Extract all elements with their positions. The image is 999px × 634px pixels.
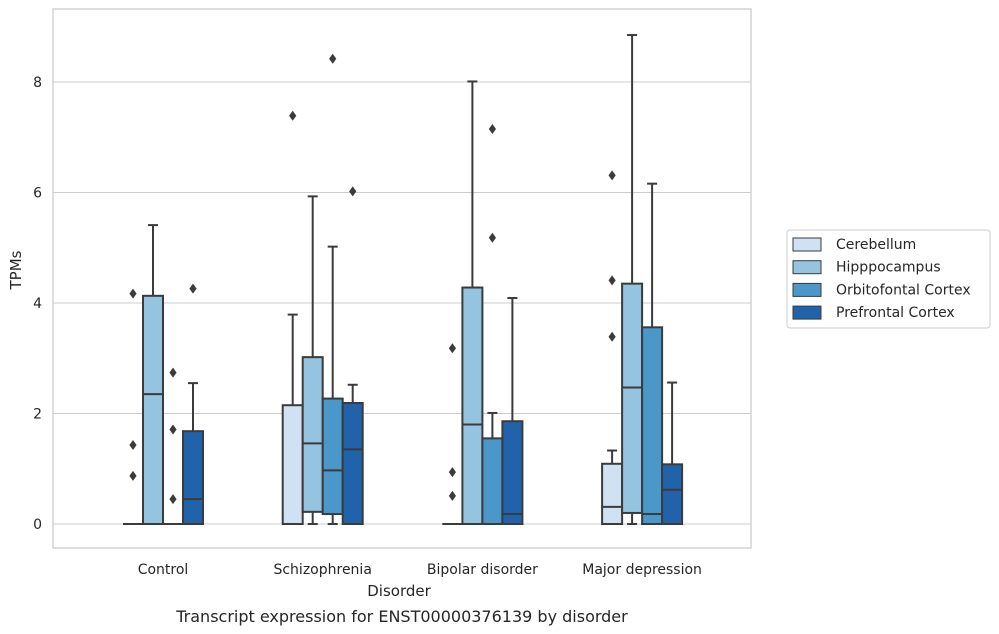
box-body <box>661 463 684 525</box>
legend-swatch <box>792 260 822 275</box>
outlier-point <box>129 288 137 299</box>
y-tick-label: 8 <box>33 75 42 91</box>
outlier-point <box>608 170 616 181</box>
y-axis-title: TPMs <box>7 250 25 290</box>
outlier-point <box>189 283 197 294</box>
box-body <box>321 397 344 516</box>
plot-frame <box>52 8 752 549</box>
x-axis-title: Disorder <box>367 582 431 600</box>
y-tick-labels: 0 2 4 6 8 <box>33 75 42 533</box>
x-tick-label: Control <box>138 562 189 578</box>
y-tick-label: 4 <box>33 296 42 312</box>
outlier-point <box>329 53 337 64</box>
legend-label: Orbitofontal Cortex <box>836 282 971 298</box>
outlier-point <box>349 186 357 197</box>
box-orbitofontal-cortex-0 <box>163 367 183 525</box>
y-tick-label: 2 <box>33 407 42 423</box>
x-tick-label: Major depression <box>582 562 702 578</box>
box-body <box>142 294 164 525</box>
outlier-point <box>169 424 177 435</box>
box-body <box>501 420 524 525</box>
outlier-point <box>289 110 297 121</box>
legend: Cerebellum Hipppocampus Orbitofontal Corte… <box>786 229 991 329</box>
outlier-point <box>448 343 456 354</box>
outlier-point <box>129 470 137 481</box>
box-body <box>461 286 484 525</box>
box-cerebellum-3 <box>601 170 624 525</box>
outlier-point <box>448 490 456 501</box>
outlier-point <box>488 123 496 134</box>
outlier-point <box>608 275 616 286</box>
legend-swatch <box>792 282 822 297</box>
x-tick-label: Bipolar disorder <box>427 562 538 578</box>
box-body <box>601 462 624 525</box>
box-body <box>301 356 324 513</box>
outlier-point <box>448 467 456 478</box>
y-tick-label: 6 <box>33 186 42 202</box>
outlier-point <box>169 494 177 505</box>
box-hipppocampus-1 <box>301 195 324 525</box>
box-body <box>621 282 644 514</box>
legend-frame <box>786 229 991 329</box>
box-orbitofontal-cortex-3 <box>641 182 664 525</box>
box-body <box>182 430 204 525</box>
box-cerebellum-2 <box>442 343 463 525</box>
legend-swatch <box>792 305 822 320</box>
box-body <box>341 402 364 525</box>
legend-label: Cerebellum <box>836 237 916 253</box>
box-hipppocampus-0 <box>142 224 164 525</box>
box-hipppocampus-2 <box>461 80 484 525</box>
box-cerebellum-1 <box>281 110 304 525</box>
box-body <box>641 326 664 525</box>
box-orbitofontal-cortex-1 <box>321 53 344 525</box>
box-body <box>281 404 304 525</box>
chart-caption: Transcript expression for ENST0000037613… <box>175 607 628 626</box>
box-prefrontal-cortex-0 <box>182 283 204 525</box>
outlier-point <box>169 367 177 378</box>
box-body <box>481 437 504 525</box>
box-groups <box>123 34 684 525</box>
outlier-point <box>488 232 496 243</box>
legend-label: Hipppocampus <box>836 260 941 276</box>
box-prefrontal-cortex-3 <box>661 381 684 525</box>
y-tick-label: 0 <box>33 517 42 533</box>
legend-swatch <box>792 237 822 252</box>
box-cerebellum-0 <box>123 288 143 525</box>
legend-label: Prefrontal Cortex <box>836 305 955 321</box>
outlier-point <box>608 331 616 342</box>
x-tick-labels: Control Schizophrenia Bipolar disorder Majo… <box>138 562 702 578</box>
x-tick-label: Schizophrenia <box>273 562 371 578</box>
box-prefrontal-cortex-1 <box>341 186 364 525</box>
outlier-point <box>129 439 137 450</box>
box-orbitofontal-cortex-2 <box>481 123 504 525</box>
box-prefrontal-cortex-2 <box>501 297 524 525</box>
